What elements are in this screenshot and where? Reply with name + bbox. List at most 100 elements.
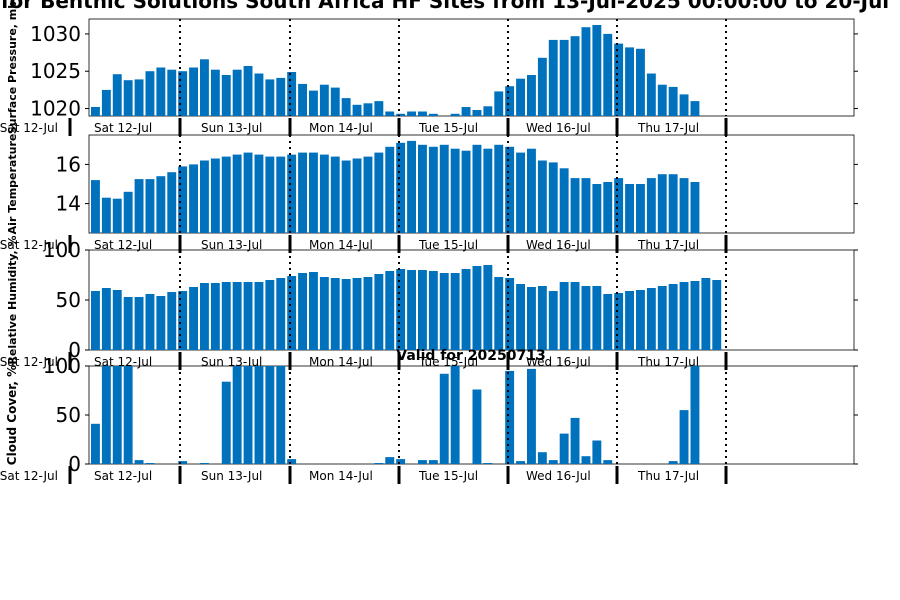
data-bar bbox=[603, 182, 613, 233]
data-bar bbox=[232, 282, 242, 350]
data-bar bbox=[178, 71, 188, 116]
data-bar bbox=[112, 198, 122, 233]
data-bar bbox=[548, 291, 558, 350]
x-tick-label-edge: Sat 12-Jul bbox=[0, 469, 58, 483]
x-tick-label: Mon 14-Jul bbox=[309, 238, 373, 252]
data-bar bbox=[221, 156, 231, 233]
data-bar bbox=[189, 67, 198, 116]
data-bar bbox=[428, 146, 438, 233]
data-bar bbox=[265, 79, 275, 116]
y-tick-label: 50 bbox=[56, 288, 81, 312]
data-bar bbox=[548, 162, 558, 233]
data-bar bbox=[701, 278, 711, 350]
data-bar bbox=[559, 39, 569, 116]
data-bar bbox=[679, 178, 689, 233]
data-bar bbox=[254, 154, 264, 233]
data-bar bbox=[91, 180, 100, 233]
data-bar bbox=[156, 296, 166, 350]
x-tick-label: Sun 13-Jul bbox=[201, 469, 262, 483]
data-bar bbox=[352, 104, 362, 116]
data-bar bbox=[428, 271, 438, 350]
data-bar bbox=[439, 273, 449, 350]
data-bar bbox=[527, 287, 536, 350]
data-bar bbox=[636, 290, 645, 350]
data-bar bbox=[319, 84, 329, 116]
data-bar bbox=[200, 283, 209, 350]
data-bar bbox=[603, 294, 613, 350]
data-bar bbox=[385, 457, 395, 464]
data-bar bbox=[298, 273, 307, 350]
data-bar bbox=[668, 284, 678, 350]
x-tick-label: Thu 17-Jul bbox=[637, 238, 699, 252]
data-bar bbox=[548, 39, 558, 116]
data-bar bbox=[537, 286, 547, 350]
data-bar bbox=[134, 179, 144, 233]
data-bar bbox=[614, 293, 624, 350]
x-tick-label: Thu 17-Jul bbox=[637, 355, 699, 369]
data-bar bbox=[341, 160, 351, 233]
data-bar bbox=[178, 291, 188, 350]
data-bar bbox=[472, 266, 482, 350]
chart-panel-2: 14 16 Sat 12-Jul Sat 12-Jul Sun 13-Jul Mon 14… bbox=[0, 134, 858, 253]
data-bar bbox=[363, 103, 373, 116]
data-bar bbox=[646, 178, 656, 233]
data-bar bbox=[396, 459, 406, 464]
data-bar bbox=[363, 156, 373, 233]
data-bar bbox=[309, 90, 318, 116]
data-bar bbox=[690, 101, 700, 116]
data-bar bbox=[516, 78, 525, 116]
data-bar bbox=[679, 410, 689, 464]
data-bar bbox=[287, 154, 297, 233]
x-tick-label: Wed 16-Jul bbox=[526, 355, 591, 369]
data-bar bbox=[483, 148, 493, 233]
data-bar bbox=[450, 148, 460, 233]
data-bar bbox=[243, 66, 253, 116]
data-bar bbox=[636, 48, 645, 116]
x-tick-label: Thu 17-Jul bbox=[637, 469, 699, 483]
data-bar bbox=[385, 146, 395, 233]
y-tick-label: 14 bbox=[56, 192, 81, 216]
data-bar bbox=[112, 74, 122, 116]
data-bar bbox=[200, 160, 209, 233]
data-bar bbox=[428, 460, 438, 464]
data-bar bbox=[428, 113, 438, 116]
data-bar bbox=[461, 269, 471, 350]
data-bar bbox=[690, 182, 700, 233]
data-bar bbox=[548, 460, 558, 464]
data-bar bbox=[657, 286, 667, 350]
data-bar bbox=[625, 291, 634, 350]
data-bar bbox=[341, 279, 351, 350]
data-bar bbox=[178, 166, 188, 233]
data-bar bbox=[101, 197, 111, 233]
data-bar bbox=[374, 274, 384, 350]
data-bar bbox=[483, 265, 493, 350]
data-bar bbox=[505, 86, 515, 116]
y-tick-label: 1025 bbox=[30, 59, 81, 83]
data-bar bbox=[101, 366, 111, 464]
data-bar bbox=[221, 381, 231, 464]
data-bar bbox=[112, 366, 122, 464]
data-bar bbox=[537, 452, 547, 464]
data-bar bbox=[243, 282, 253, 350]
data-bar bbox=[494, 91, 504, 116]
data-bar bbox=[439, 373, 449, 464]
data-bar bbox=[265, 280, 275, 350]
data-bar bbox=[385, 271, 395, 350]
x-tick-label-edge: Sat 12-Jul bbox=[0, 238, 58, 252]
data-bar bbox=[646, 73, 656, 116]
x-tick-label: Thu 17-Jul bbox=[637, 121, 699, 135]
data-bar bbox=[712, 280, 722, 350]
plot-frame bbox=[88, 134, 855, 234]
data-bar bbox=[101, 288, 111, 350]
data-bar bbox=[418, 270, 427, 350]
x-tick-label: Tue 15-Jul bbox=[418, 121, 478, 135]
data-bar bbox=[570, 282, 580, 350]
data-bar bbox=[123, 297, 133, 350]
data-bar bbox=[494, 144, 504, 233]
x-tick-label: Sun 13-Jul bbox=[201, 238, 262, 252]
data-bar bbox=[232, 154, 242, 233]
data-bar bbox=[341, 98, 351, 116]
data-bar bbox=[254, 73, 264, 116]
data-bar bbox=[101, 89, 111, 116]
